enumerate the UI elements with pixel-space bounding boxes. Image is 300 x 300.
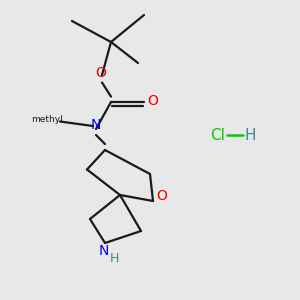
- Text: Cl: Cl: [210, 128, 225, 142]
- Text: methyl: methyl: [31, 116, 62, 124]
- Text: O: O: [95, 66, 106, 80]
- Text: H: H: [245, 128, 256, 142]
- Text: O: O: [148, 94, 158, 107]
- Text: O: O: [157, 190, 167, 203]
- Text: N: N: [90, 118, 100, 132]
- Text: N: N: [98, 244, 109, 258]
- Text: H: H: [110, 252, 119, 265]
